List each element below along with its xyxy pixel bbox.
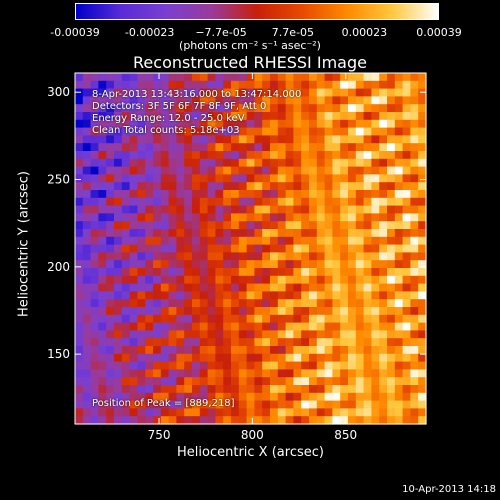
y-tick-label: 150 — [47, 347, 70, 361]
x-tick-label: 750 — [148, 428, 171, 442]
colorbar-tick-label: 7.7e-05 — [271, 26, 315, 39]
colorbar-tick-label: 0.00023 — [341, 26, 388, 39]
x-tick-label: 850 — [334, 428, 357, 442]
timestamp-footer: 10-Apr-2013 14:18 — [402, 484, 496, 495]
chart-title: Reconstructed RHESSI Image — [133, 53, 367, 72]
peak-annotation: Position of Peak = [889,218] — [92, 398, 235, 409]
time-range-annotation: 8-Apr-2013 13:43:16.000 to 13:47:14.000 — [92, 89, 302, 100]
colorbar — [75, 3, 439, 20]
y-tick-label: 200 — [47, 260, 70, 274]
y-axis-label: Heliocentric Y (arcsec) — [16, 171, 32, 317]
detectors-annotation: Detectors: 3F 5F 6F 7F 8F 9F, Att 0 — [92, 101, 267, 112]
heatmap-image — [75, 73, 427, 425]
colorbar-units: (photons cm⁻² s⁻¹ asec⁻²) — [179, 39, 321, 52]
y-tick-label: 300 — [47, 85, 70, 99]
plot-frame — [74, 72, 427, 425]
colorbar-tick-label: −7.7e-05 — [195, 26, 247, 39]
colorbar-tick-label: 0.00039 — [416, 26, 462, 39]
x-axis-label: Heliocentric X (arcsec) — [177, 445, 324, 460]
energy-annotation: Energy Range: 12.0 - 25.0 keV — [92, 113, 245, 124]
x-tick-label: 800 — [241, 428, 264, 442]
clean-annotation: Clean Total counts: 5.18e+03 — [92, 125, 240, 136]
colorbar-tick-label: -0.00023 — [124, 26, 175, 39]
y-tick-label: 250 — [47, 173, 70, 187]
colorbar-tick-label: -0.00039 — [50, 26, 100, 39]
